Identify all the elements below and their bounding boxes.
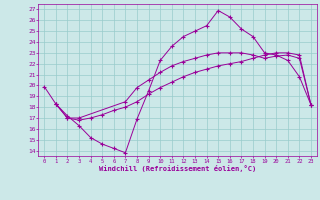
X-axis label: Windchill (Refroidissement éolien,°C): Windchill (Refroidissement éolien,°C) (99, 165, 256, 172)
